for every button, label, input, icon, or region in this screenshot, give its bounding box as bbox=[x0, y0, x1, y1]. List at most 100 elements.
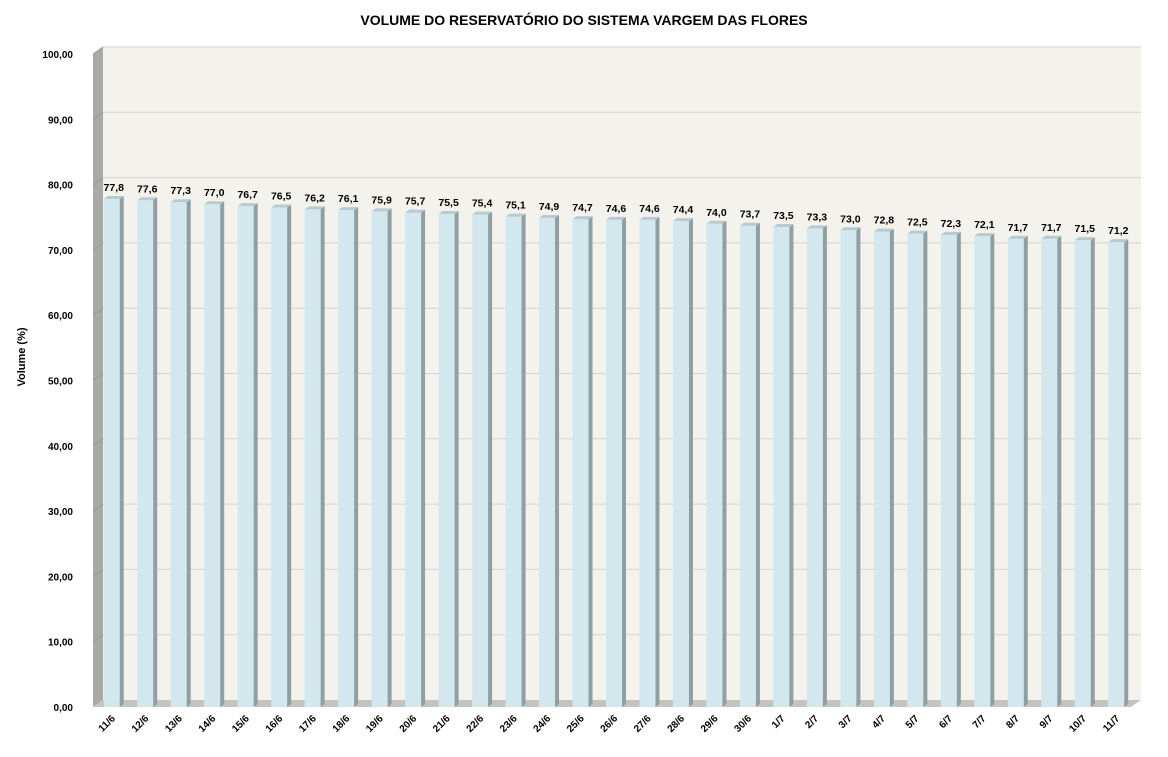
bar-front bbox=[606, 219, 622, 707]
bar-front bbox=[773, 227, 790, 708]
bar bbox=[237, 203, 258, 708]
bar-side bbox=[755, 222, 760, 707]
bar-top bbox=[1041, 235, 1062, 239]
data-label: 75,1 bbox=[505, 200, 526, 212]
data-label: 75,5 bbox=[438, 197, 459, 209]
bar-side bbox=[186, 199, 191, 707]
x-tick-label: 27/6 bbox=[632, 713, 654, 735]
bar-top bbox=[371, 208, 392, 212]
bar-side bbox=[588, 216, 593, 708]
bar bbox=[840, 227, 861, 707]
data-label: 77,8 bbox=[104, 182, 125, 194]
data-label: 72,3 bbox=[941, 218, 962, 230]
x-tick-label: 6/7 bbox=[937, 713, 955, 731]
bar-front bbox=[338, 210, 355, 707]
bars bbox=[103, 195, 1129, 708]
x-tick-label: 18/6 bbox=[331, 713, 353, 735]
x-tick-label: 14/6 bbox=[197, 713, 219, 735]
bar-front bbox=[739, 225, 756, 707]
bar-top bbox=[639, 216, 660, 220]
bar-front bbox=[539, 217, 556, 707]
bar bbox=[137, 197, 158, 707]
data-label: 74,7 bbox=[572, 202, 593, 214]
x-tick-label: 25/6 bbox=[565, 713, 587, 735]
x-tick-label: 7/7 bbox=[971, 713, 989, 731]
data-label: 71,5 bbox=[1075, 223, 1096, 235]
y-tick-label: 10,00 bbox=[48, 638, 73, 649]
bar-side bbox=[1124, 239, 1129, 707]
bar-side bbox=[1023, 235, 1028, 707]
x-tick-label: 28/6 bbox=[666, 713, 688, 735]
gridline-wall bbox=[92, 568, 104, 577]
x-tick-label: 20/6 bbox=[398, 713, 420, 735]
bar-front bbox=[304, 209, 321, 707]
x-tick-labels: 11/6 12/6 13/6 14/6 15/6 16/6 17/6 18/6 19/6 20/6… bbox=[97, 713, 1123, 735]
bar-side bbox=[220, 201, 225, 707]
bar-top bbox=[170, 199, 191, 203]
data-label: 77,0 bbox=[204, 187, 225, 199]
bar-top bbox=[840, 227, 861, 231]
bar-top bbox=[338, 207, 359, 211]
bar-top bbox=[472, 211, 493, 215]
bar-side bbox=[555, 214, 560, 707]
bar-side bbox=[990, 233, 995, 707]
bar-side bbox=[622, 216, 626, 707]
bar-top bbox=[606, 216, 626, 220]
bar-front bbox=[170, 202, 187, 707]
bar bbox=[739, 222, 760, 707]
bar-side bbox=[923, 230, 928, 707]
bar-front bbox=[472, 214, 489, 707]
data-label: 76,5 bbox=[271, 190, 292, 202]
x-tick-label: 4/7 bbox=[870, 713, 888, 731]
data-label: 75,9 bbox=[371, 194, 392, 206]
x-tick-label: 21/6 bbox=[431, 713, 453, 735]
y-tick-label: 0,00 bbox=[54, 703, 74, 714]
bar bbox=[940, 231, 961, 708]
bar-side bbox=[320, 206, 325, 707]
bar-top bbox=[572, 216, 593, 220]
bar-top bbox=[806, 225, 827, 229]
y-tick-label: 80,00 bbox=[48, 181, 73, 192]
data-label: 75,7 bbox=[405, 196, 426, 208]
gridline-wall bbox=[92, 111, 104, 120]
bar-top bbox=[706, 220, 727, 224]
bar bbox=[606, 216, 626, 707]
x-tick-label: 1/7 bbox=[770, 713, 788, 731]
bar-front bbox=[271, 207, 288, 707]
bar-top bbox=[137, 197, 158, 201]
data-label: 73,3 bbox=[807, 211, 828, 223]
gridline-wall bbox=[92, 373, 104, 381]
bar-front bbox=[907, 233, 924, 707]
bar bbox=[1108, 239, 1129, 707]
bar-top bbox=[739, 222, 760, 226]
bar-side bbox=[1090, 237, 1095, 708]
bar-top bbox=[672, 218, 693, 222]
bar bbox=[806, 225, 827, 707]
bar-top bbox=[237, 203, 258, 207]
y-tick-label: 30,00 bbox=[48, 507, 73, 518]
bar-front bbox=[103, 198, 120, 707]
bar-top bbox=[304, 206, 325, 210]
data-label: 72,5 bbox=[907, 217, 928, 229]
data-label: 77,6 bbox=[137, 183, 158, 195]
bar-side bbox=[822, 225, 827, 707]
y-tick-labels: 0,00 10,00 20,00 30,00 40,00 50,00 60,00 70,00 8… bbox=[42, 50, 73, 714]
data-label: 71,2 bbox=[1108, 225, 1129, 237]
bar-side bbox=[354, 207, 359, 707]
bar-top bbox=[405, 209, 426, 213]
x-tick-label: 23/6 bbox=[498, 713, 520, 735]
bar-front bbox=[137, 200, 154, 707]
bar-front bbox=[237, 206, 254, 708]
gridline-wall bbox=[92, 634, 104, 643]
data-label: 73,0 bbox=[840, 213, 861, 225]
bar-side bbox=[421, 209, 426, 707]
gridline-wall bbox=[92, 177, 104, 186]
bar bbox=[304, 206, 325, 707]
data-label: 72,1 bbox=[974, 219, 995, 231]
bar-front bbox=[672, 221, 689, 707]
bar bbox=[639, 216, 660, 707]
data-label: 75,4 bbox=[472, 198, 493, 210]
y-tick-label: 90,00 bbox=[48, 115, 73, 126]
x-tick-label: 17/6 bbox=[297, 713, 319, 735]
data-label: 74,6 bbox=[639, 203, 660, 215]
